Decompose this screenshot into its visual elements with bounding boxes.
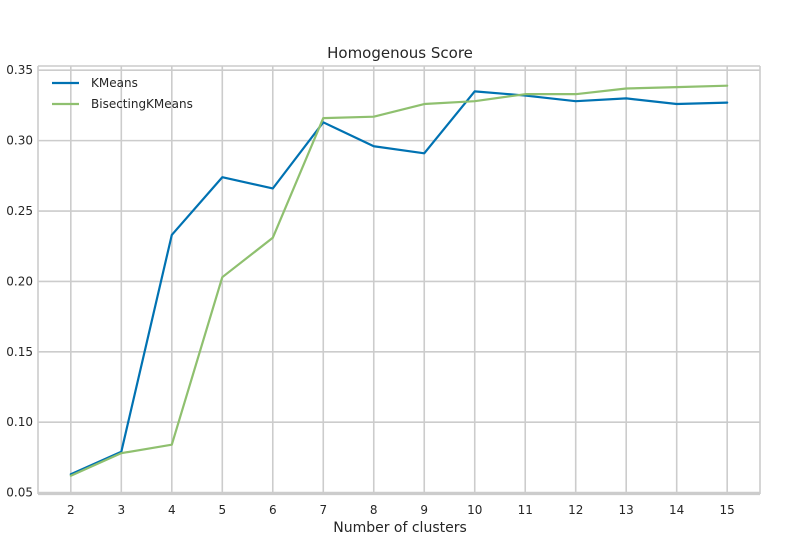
y-tick-label: 0.05 [6,486,33,500]
axes: 2 3 4 5 6 7 8 9 10 11 12 13 14 15 0.05 0.10 0.15 0.20 0.25… [6,63,761,517]
y-tick-label: 0.20 [6,274,33,288]
x-tick-label: 4 [168,503,176,517]
legend-label-bisectingkmeans: BisectingKMeans [91,97,193,111]
x-tick-label: 8 [370,503,378,517]
x-tick-label: 14 [669,503,684,517]
y-tick-label: 0.35 [6,63,33,77]
series-line-kmeans [69,90,729,476]
legend-label-kmeans: KMeans [91,76,138,90]
chart-title: Homogenous Score [327,44,473,62]
x-tick-label: 10 [467,503,482,517]
x-tick-label: 3 [117,503,125,517]
x-axis-label: Number of clusters [333,520,467,536]
y-tick-label: 0.30 [6,134,33,148]
plot-background [38,66,760,494]
x-tick-label: 13 [619,503,634,517]
series-lines [69,84,729,477]
grid-lines [38,66,760,494]
x-tick-label: 11 [518,503,533,517]
x-tick-label: 5 [218,503,226,517]
series-line-bisectingkmeans [69,84,729,477]
y-tick-label: 0.25 [6,204,33,218]
x-tick-label: 2 [67,503,75,517]
x-tick-label: 9 [420,503,428,517]
x-tick-label: 7 [319,503,327,517]
y-tick-label: 0.10 [6,415,33,429]
y-tick-label: 0.15 [6,345,33,359]
legend: KMeans BisectingKMeans [52,76,193,111]
x-tick-label: 6 [269,503,277,517]
x-tick-label: 15 [720,503,735,517]
x-tick-label: 12 [568,503,583,517]
